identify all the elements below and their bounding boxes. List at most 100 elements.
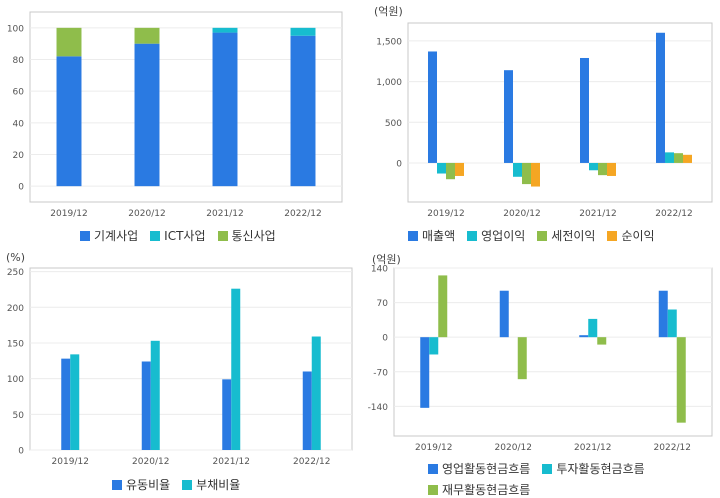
bar (212, 32, 238, 187)
bar (134, 27, 160, 44)
x-tick-label: 2021/12 (579, 209, 616, 219)
y-tick-label: 80 (13, 56, 25, 66)
bar (607, 162, 616, 176)
bar (588, 318, 598, 338)
bar (674, 153, 683, 163)
x-tick-label: 2020/12 (495, 443, 532, 453)
bar (455, 162, 464, 176)
y-tick-label: 20 (13, 151, 25, 161)
legend-label: 부채비율 (196, 478, 241, 492)
y-tick-label: -70 (373, 368, 388, 378)
bar (429, 337, 439, 355)
bar (437, 162, 446, 174)
x-tick-label: 2022/12 (655, 209, 692, 219)
bar (428, 51, 437, 163)
x-tick-label: 2020/12 (132, 457, 169, 467)
income-unit-label: (억원) (374, 5, 403, 18)
legend-label: 통신사업 (231, 229, 276, 243)
legend-item[interactable]: 부채비율 (182, 476, 240, 493)
bar (598, 162, 607, 176)
legend-item[interactable]: 순이익 (607, 227, 655, 244)
bar (683, 154, 692, 163)
cashflow-unit-label: (억원) (372, 253, 401, 266)
income-legend: 매출액 영업이익 세전이익 순이익 (408, 227, 655, 244)
y-tick-label: 250 (7, 268, 24, 278)
legend-label: 영업이익 (481, 229, 526, 243)
plot-frame (29, 11, 343, 203)
bar (658, 290, 668, 338)
y-tick-label: 60 (13, 88, 25, 98)
x-tick-label: 2022/12 (293, 457, 330, 467)
x-tick-label: 2019/12 (50, 209, 87, 219)
x-tick-label: 2022/12 (654, 443, 691, 453)
legend-label: 기계사업 (94, 229, 139, 243)
legend-item[interactable]: 재무활동현금흐름 (428, 481, 530, 498)
y-tick-label: 0 (396, 159, 402, 169)
legend-swatch (537, 230, 548, 241)
bar (212, 27, 238, 33)
y-tick-label: -140 (368, 403, 389, 413)
bar (70, 354, 80, 450)
y-tick-label: 100 (7, 375, 24, 385)
income-plot: 0 500 1,000 1,500 2019/12 2020/12 2021/12 2022/… (376, 22, 713, 219)
bar (290, 27, 316, 36)
ratio-unit-label: (%) (6, 251, 26, 264)
legend-item[interactable]: 영업활동현금흐름 (428, 460, 530, 477)
bar (517, 337, 527, 380)
legend-label: 순이익 (621, 229, 655, 243)
legend-item[interactable]: 매출액 (408, 227, 455, 244)
legend-label: 유동비율 (126, 478, 171, 492)
y-tick-label: 0 (18, 183, 24, 193)
bar (141, 361, 151, 450)
legend-item[interactable]: 영업이익 (467, 227, 525, 244)
bar (56, 27, 82, 57)
y-tick-label: 1,500 (376, 37, 402, 47)
bar (522, 162, 531, 185)
bar (513, 162, 522, 177)
legend-swatch (428, 484, 438, 495)
y-tick-label: 150 (7, 339, 24, 349)
bar (504, 70, 513, 163)
y-tick-label: 140 (371, 265, 388, 275)
bar (231, 288, 241, 450)
legend-item[interactable]: 통신사업 (217, 227, 276, 244)
legend-swatch (607, 230, 618, 241)
x-tick-label: 2019/12 (415, 443, 452, 453)
bar (589, 162, 598, 171)
legend-swatch (182, 479, 193, 490)
legend-label: 재무활동현금흐름 (442, 483, 531, 497)
income-chart: (억원) 0 500 1,000 1,500 2019/12 2020/12 2021/12… (360, 0, 720, 248)
x-tick-label: 2022/12 (284, 209, 321, 219)
cashflow-plot: -140 -70 0 70 140 2019/12 2020/12 2021/12 2022/1… (368, 265, 713, 453)
legend-label: 영업활동현금흐름 (442, 462, 531, 476)
y-tick-label: 0 (18, 447, 24, 457)
plot-frame (29, 267, 353, 451)
bar (597, 337, 607, 345)
legend-item[interactable]: 기계사업 (80, 227, 138, 244)
bar (665, 152, 674, 163)
y-tick-label: 1,000 (376, 78, 402, 88)
cashflow-chart: (억원) -140 -70 0 70 140 2019/12 2020/12 2021/12 2… (360, 248, 720, 498)
bar (667, 309, 677, 338)
bar (56, 56, 82, 187)
bar (222, 379, 232, 450)
x-tick-label: 2021/12 (574, 443, 611, 453)
x-tick-label: 2021/12 (213, 457, 250, 467)
bar (311, 336, 321, 450)
x-tick-label: 2021/12 (206, 209, 243, 219)
bar (420, 337, 430, 408)
legend-item[interactable]: 유동비율 (112, 476, 170, 493)
legend-item[interactable]: 세전이익 (537, 227, 595, 244)
x-tick-label: 2020/12 (503, 209, 540, 219)
bar (656, 32, 665, 163)
bar (438, 275, 448, 338)
legend-item[interactable]: 투자활동현금흐름 (542, 460, 645, 477)
legend-label: ICT사업 (164, 229, 206, 243)
legend-swatch (542, 463, 553, 474)
legend-item[interactable]: ICT사업 (150, 227, 206, 244)
bar (580, 57, 589, 163)
bar (499, 290, 509, 338)
legend-label: 매출액 (422, 229, 456, 243)
legend-label: 투자활동현금흐름 (556, 462, 645, 476)
